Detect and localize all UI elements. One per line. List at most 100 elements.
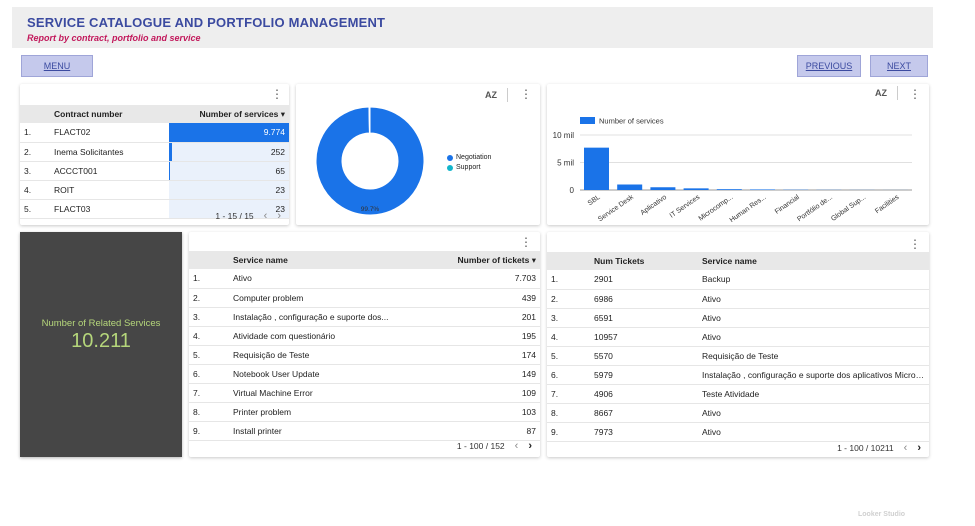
service-name: Atividade com questionário	[229, 326, 420, 346]
row-index: 2.	[20, 142, 50, 162]
prev-page-icon[interactable]: ‹	[263, 210, 268, 222]
contract-table-card: ⋮ Contract number Number of services ▾ 1…	[20, 84, 289, 225]
table-row[interactable]: 4. 10957 Ativo	[547, 327, 929, 347]
service-name: Install printer	[229, 421, 420, 441]
column-header-services[interactable]: Number of services ▾	[169, 105, 289, 123]
table-row[interactable]: 3. ACCCT001 65	[20, 161, 289, 181]
column-header-num-tickets[interactable]: Num Tickets	[590, 252, 698, 270]
table-row[interactable]: 3. Instalação , configuração e suporte do…	[189, 307, 540, 327]
table-row[interactable]: 4. Atividade com questionário 195	[189, 326, 540, 346]
donut-slice-negotiation[interactable]	[315, 106, 425, 216]
table-row[interactable]: 5. Requisição de Teste 174	[189, 345, 540, 365]
service-name: Instalação , configuração e suporte dos.…	[229, 307, 420, 327]
service-count: 9.774	[169, 123, 289, 143]
column-header-service-name[interactable]: Service name	[229, 251, 420, 269]
table-row[interactable]: 1. FLACT02 9.774	[20, 123, 289, 143]
contract-number: Inema Solicitantes	[50, 142, 169, 162]
page-subtitle: Report by contract, portfolio and servic…	[27, 33, 201, 43]
legend-label: Number of services	[599, 117, 664, 126]
table-row[interactable]: 7. Virtual Machine Error 109	[189, 383, 540, 403]
service-name: Notebook User Update	[229, 364, 420, 384]
ticket-number: 8667	[590, 403, 698, 423]
next-button[interactable]: NEXT	[870, 55, 928, 77]
ticket-count: 149	[420, 364, 540, 384]
more-options-icon[interactable]: ⋮	[909, 237, 921, 251]
table-row[interactable]: 2. Computer problem 439	[189, 288, 540, 308]
more-options-icon[interactable]: ⋮	[909, 87, 921, 101]
table-row[interactable]: 5. FLACT03 23	[20, 199, 289, 219]
row-index: 1.	[189, 269, 229, 289]
x-tick-label: SBL	[587, 194, 602, 207]
row-index: 8.	[189, 402, 229, 422]
bar-6[interactable]	[750, 189, 775, 190]
contract-number: ACCCT001	[50, 161, 169, 181]
table-row[interactable]: 9. Install printer 87	[189, 421, 540, 441]
table-row[interactable]: 8. Printer problem 103	[189, 402, 540, 422]
service-count: 23	[169, 180, 289, 200]
table-row[interactable]: 6. Notebook User Update 149	[189, 364, 540, 384]
donut-slice-support[interactable]	[368, 106, 371, 134]
next-page-icon[interactable]: ›	[917, 442, 921, 454]
next-page-icon[interactable]: ›	[528, 440, 532, 452]
service-table-card: ⋮ Service name Number of tickets ▾ 1. Ati…	[189, 232, 540, 457]
table-row[interactable]: 3. 6591 Ativo	[547, 308, 929, 328]
x-tick-label: Service Desk	[597, 194, 635, 224]
sort-az-icon[interactable]: AZ	[485, 90, 497, 100]
ticket-count: 109	[420, 383, 540, 403]
report-header: SERVICE CATALOGUE AND PORTFOLIO MANAGEME…	[12, 7, 933, 48]
row-index: 7.	[547, 384, 590, 404]
donut-chart-card: AZ ⋮ 99.7% Negotiation Support	[296, 84, 540, 225]
table-row[interactable]: 7. 4906 Teste Atividade	[547, 384, 929, 404]
contract-number: FLACT03	[50, 199, 169, 219]
bar-5[interactable]	[716, 189, 742, 190]
bar-chart: Number of services 0 5 mil 10 mil SBLService…	[553, 117, 912, 224]
table-row[interactable]: 1. 2901 Backup	[547, 270, 929, 290]
service-table: Service name Number of tickets ▾ 1. Ativo…	[189, 251, 540, 441]
page-title: SERVICE CATALOGUE AND PORTFOLIO MANAGEME…	[27, 15, 386, 30]
more-options-icon[interactable]: ⋮	[520, 235, 532, 249]
service-count: 65	[169, 161, 289, 181]
watermark-logo: Looker Studio	[858, 511, 906, 518]
column-header-contract[interactable]: Contract number	[50, 105, 169, 123]
service-name: Ativo	[698, 308, 929, 328]
bar-4[interactable]	[683, 188, 709, 190]
service-name: Ativo	[698, 289, 929, 309]
column-header-tickets[interactable]: Number of tickets ▾	[420, 251, 540, 269]
service-pager: 1 - 100 / 152 ‹ ›	[456, 440, 532, 452]
bar-2[interactable]	[617, 184, 643, 191]
prev-page-icon[interactable]: ‹	[514, 440, 519, 452]
table-row[interactable]: 4. ROIT 23	[20, 180, 289, 200]
ticket-number: 10957	[590, 327, 698, 347]
row-index: 1.	[20, 123, 50, 143]
table-row[interactable]: 9. 7973 Ativo	[547, 422, 929, 442]
table-row[interactable]: 2. 6986 Ativo	[547, 289, 929, 309]
more-options-icon[interactable]: ⋮	[520, 87, 532, 101]
service-name: Ativo	[698, 403, 929, 423]
service-count: 252	[169, 142, 289, 162]
row-index: 7.	[189, 383, 229, 403]
table-row[interactable]: 8. 8667 Ativo	[547, 403, 929, 423]
row-index: 8.	[547, 403, 590, 423]
more-options-icon[interactable]: ⋮	[271, 87, 283, 101]
table-row[interactable]: 2. Inema Solicitantes 252	[20, 142, 289, 162]
ticket-count: 195	[420, 326, 540, 346]
bar-3[interactable]	[650, 187, 676, 190]
table-row[interactable]: 1. Ativo 7.703	[189, 269, 540, 289]
column-header-service-name[interactable]: Service name	[698, 252, 929, 270]
legend-item-support[interactable]: Support	[447, 164, 491, 171]
ticket-count: 174	[420, 345, 540, 365]
legend-item-negotiation[interactable]: Negotiation	[447, 154, 491, 161]
menu-button[interactable]: MENU	[21, 55, 93, 77]
table-row[interactable]: 5. 5570 Requisição de Teste	[547, 346, 929, 366]
service-name: Virtual Machine Error	[229, 383, 420, 403]
table-row[interactable]: 6. 5979 Instalação , configuração e suport…	[547, 365, 929, 385]
row-index: 9.	[547, 422, 590, 442]
sort-az-icon[interactable]: AZ	[875, 88, 887, 98]
service-name: Ativo	[698, 327, 929, 347]
previous-button[interactable]: PREVIOUS	[797, 55, 861, 77]
next-page-icon[interactable]: ›	[277, 210, 281, 222]
bar-1[interactable]	[584, 147, 609, 190]
prev-page-icon[interactable]: ‹	[903, 442, 908, 454]
row-index: 6.	[547, 365, 590, 385]
row-index: 1.	[547, 270, 590, 290]
